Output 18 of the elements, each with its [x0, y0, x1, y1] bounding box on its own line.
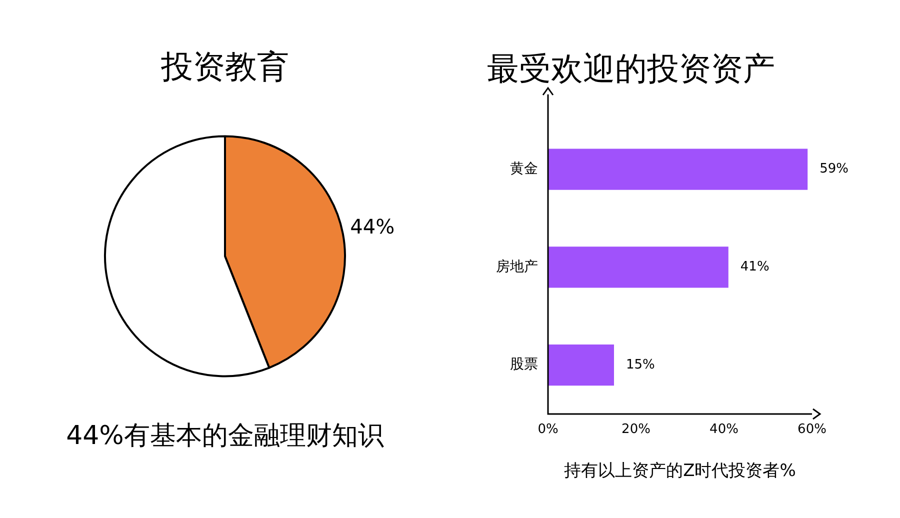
- x-axis-title: 持有以上资产的Z时代投资者%: [564, 461, 796, 482]
- data-label: 59%: [820, 162, 849, 177]
- x-tick-label: 40%: [710, 422, 738, 438]
- chart-title: 最受欢迎的投资资产: [487, 50, 775, 88]
- text: 44%有基本的金融理财知识: [65, 420, 385, 453]
- x-tick-label: 60%: [798, 422, 826, 438]
- data-label: 41%: [740, 260, 770, 275]
- y-tick-label: 房地产: [496, 258, 538, 275]
- bar: [548, 148, 808, 190]
- data-label: 15%: [626, 357, 655, 372]
- bar: [548, 246, 728, 288]
- y-tick-label: 股票: [510, 356, 538, 373]
- chart-title: 投资教育: [160, 48, 289, 86]
- x-tick-label: 20%: [622, 422, 650, 438]
- y-tick-label: 黄金: [510, 160, 538, 177]
- x-tick-label: 0%: [538, 422, 558, 438]
- data-label: 44%: [350, 214, 395, 238]
- bar: [548, 344, 614, 386]
